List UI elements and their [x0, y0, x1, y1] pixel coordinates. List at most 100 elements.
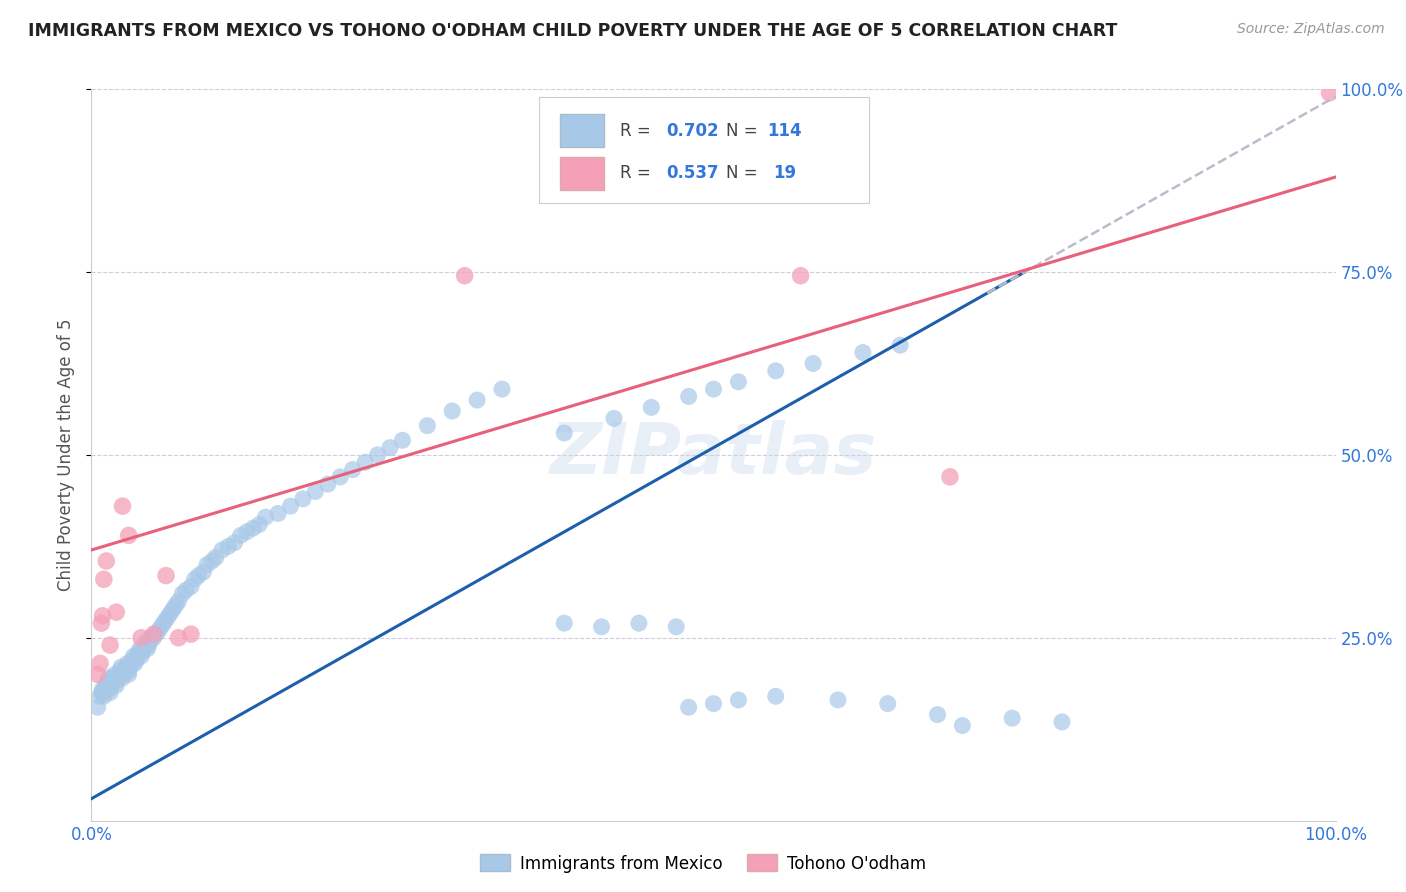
Point	[236, 524, 259, 539]
Point	[267, 507, 290, 521]
Point	[316, 477, 339, 491]
Text: N =: N =	[725, 122, 763, 140]
Point	[211, 543, 233, 558]
Point	[304, 484, 326, 499]
Point	[128, 645, 150, 659]
Text: Source: ZipAtlas.com: Source: ZipAtlas.com	[1237, 22, 1385, 37]
Point	[118, 664, 141, 678]
Point	[329, 470, 352, 484]
Point	[789, 268, 811, 283]
Point	[89, 657, 111, 671]
Point	[702, 697, 725, 711]
Point	[342, 462, 364, 476]
Point	[105, 678, 128, 692]
Point	[118, 528, 141, 542]
Point	[852, 345, 875, 359]
Point	[160, 605, 183, 619]
Text: 114: 114	[768, 122, 801, 140]
Point	[242, 521, 264, 535]
Point	[136, 641, 159, 656]
Point	[205, 550, 228, 565]
Point	[591, 620, 613, 634]
Point	[416, 418, 439, 433]
Point	[110, 660, 132, 674]
Point	[172, 587, 194, 601]
Point	[152, 616, 174, 631]
Point	[129, 649, 152, 664]
Point	[553, 425, 575, 440]
Point	[148, 624, 170, 638]
Point	[139, 634, 162, 648]
Y-axis label: Child Poverty Under the Age of 5: Child Poverty Under the Age of 5	[58, 318, 76, 591]
Point	[121, 653, 143, 667]
Point	[93, 690, 115, 704]
Text: ZIPatlas: ZIPatlas	[550, 420, 877, 490]
Point	[765, 690, 787, 704]
Point	[125, 653, 148, 667]
Point	[90, 686, 112, 700]
Point	[157, 608, 180, 623]
Point	[127, 649, 149, 664]
Point	[491, 382, 513, 396]
Point	[391, 434, 413, 448]
Point	[150, 620, 173, 634]
Point	[132, 641, 155, 656]
Text: 0.702: 0.702	[666, 122, 718, 140]
Point	[131, 645, 153, 659]
FancyBboxPatch shape	[561, 114, 605, 147]
Point	[1050, 714, 1073, 729]
Point	[139, 631, 162, 645]
Point	[167, 631, 190, 645]
Point	[117, 657, 139, 671]
Point	[107, 667, 129, 681]
Point	[98, 638, 121, 652]
Point	[107, 671, 129, 685]
Point	[627, 616, 650, 631]
Point	[96, 554, 118, 568]
Point	[111, 499, 134, 513]
Point	[1001, 711, 1024, 725]
Point	[453, 268, 475, 283]
Point	[105, 605, 128, 619]
Point	[174, 583, 197, 598]
Point	[727, 693, 749, 707]
Point	[665, 620, 688, 634]
Point	[183, 572, 205, 586]
Point	[702, 382, 725, 396]
Point	[129, 641, 152, 656]
Point	[193, 565, 215, 579]
Point	[93, 686, 115, 700]
Point	[441, 404, 464, 418]
Point	[889, 338, 911, 352]
Point	[280, 499, 302, 513]
Point	[180, 580, 202, 594]
Text: R =: R =	[620, 122, 657, 140]
Point	[640, 401, 662, 415]
Legend: Immigrants from Mexico, Tohono O'odham: Immigrants from Mexico, Tohono O'odham	[472, 847, 934, 880]
Point	[134, 638, 156, 652]
Point	[96, 678, 118, 692]
Point	[118, 660, 141, 674]
Point	[118, 667, 141, 681]
Point	[90, 616, 112, 631]
Point	[114, 664, 136, 678]
Point	[89, 690, 111, 704]
FancyBboxPatch shape	[540, 96, 869, 202]
Point	[827, 693, 849, 707]
Point	[97, 674, 120, 689]
Point	[367, 448, 389, 462]
Point	[100, 678, 122, 692]
FancyBboxPatch shape	[561, 157, 605, 190]
Point	[254, 510, 277, 524]
Point	[224, 535, 246, 549]
Point	[155, 613, 177, 627]
Point	[603, 411, 626, 425]
Point	[91, 608, 114, 623]
Point	[142, 627, 165, 641]
Point	[124, 657, 146, 671]
Point	[86, 667, 108, 681]
Point	[927, 707, 949, 722]
Point	[111, 671, 134, 685]
Point	[93, 572, 115, 586]
Point	[876, 697, 898, 711]
